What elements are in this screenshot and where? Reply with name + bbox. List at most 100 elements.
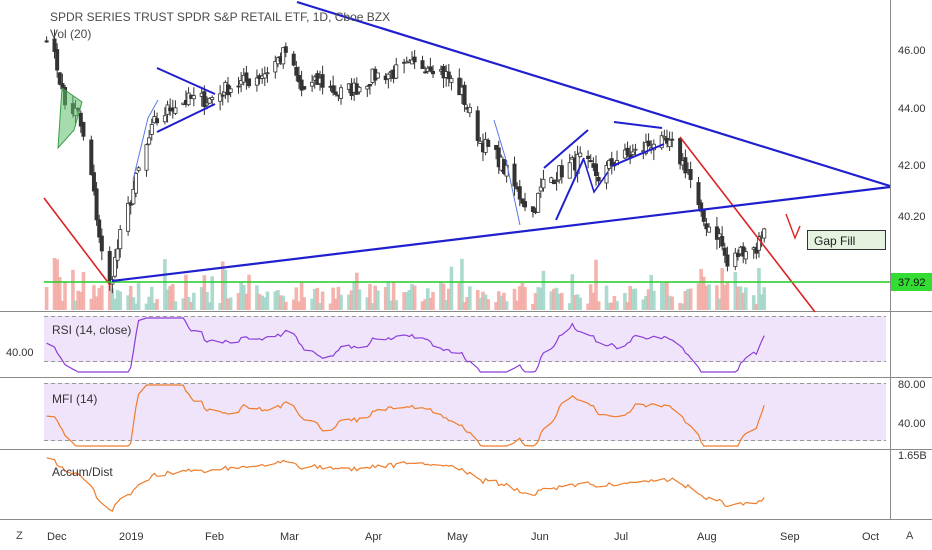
flag-trendline-june	[543, 129, 589, 169]
candle-body	[57, 72, 62, 85]
volume-bar	[633, 288, 638, 310]
volume-bar	[402, 292, 406, 310]
month-tick: Apr	[365, 531, 382, 543]
price-axis[interactable]: 46.00 44.00 42.00 40.20 37.92	[891, 45, 932, 291]
flag-trendline-july	[613, 121, 663, 129]
time-axis[interactable]: Z Dec 2019 Feb Mar Apr May Jun Jul Aug S…	[16, 530, 914, 543]
month-tick: Mar	[280, 531, 299, 543]
flag-trendline-top	[156, 67, 216, 95]
candle-body	[530, 206, 535, 212]
toolbar-zoom-left[interactable]: Z	[16, 530, 23, 542]
candle-body	[659, 135, 664, 149]
candle-body	[478, 140, 483, 144]
candle-body	[630, 151, 635, 155]
volume-bar	[318, 302, 322, 310]
volume-bar	[376, 290, 380, 310]
candle-body	[254, 77, 259, 86]
volume-bar	[147, 296, 151, 310]
volume-bar	[73, 300, 78, 310]
volume-bar	[347, 294, 351, 310]
volume-bar	[236, 293, 241, 310]
volume-bar	[320, 291, 325, 310]
volume-bar	[223, 269, 228, 310]
volume-bar	[184, 274, 188, 310]
volume-bar	[449, 266, 454, 310]
volume-bar	[134, 303, 138, 310]
mfi-axis-tick: 40.00	[898, 418, 926, 430]
volume-bar	[100, 285, 104, 310]
volume-bar	[131, 297, 136, 310]
candle-body	[701, 209, 706, 222]
mfi-label[interactable]: MFI (14)	[52, 392, 98, 406]
accum-dist-label[interactable]: Accum/Dist	[52, 465, 113, 479]
volume-bar	[189, 301, 193, 310]
rsi-series	[46, 317, 765, 373]
gap-fill-annotation[interactable]: Gap Fill	[807, 230, 886, 250]
volume-bar	[715, 285, 719, 310]
candle-body	[149, 124, 154, 135]
candle-body	[523, 201, 528, 208]
volume-bar	[339, 294, 343, 310]
main-pane[interactable]	[0, 0, 890, 310]
volume-bar	[499, 295, 504, 310]
volume-bar	[504, 301, 509, 310]
candle-body	[462, 84, 467, 105]
volume-bar	[428, 297, 433, 310]
candle-body	[115, 248, 120, 261]
volume-bar	[144, 303, 149, 310]
volume-bar	[136, 283, 141, 310]
candle-body	[486, 139, 491, 147]
volume-bar	[717, 298, 722, 310]
volume-bar	[444, 299, 448, 310]
volume-bar	[370, 303, 375, 310]
last-price-tag	[891, 207, 932, 224]
red-downtrend-line-right	[679, 136, 816, 313]
volume-bar	[628, 285, 632, 310]
candle-body	[296, 74, 301, 83]
volume-bar	[265, 291, 270, 310]
candle-body	[244, 72, 249, 82]
volume-bar	[607, 302, 611, 310]
volume-bar	[97, 288, 101, 310]
candle-body	[625, 147, 630, 156]
descending-trendline	[296, 0, 891, 188]
volume-bar	[113, 298, 117, 310]
candle-body	[386, 73, 391, 80]
volume-indicator-label[interactable]: Vol (20)	[50, 27, 92, 41]
volume-bar	[357, 289, 362, 310]
volume-bar	[741, 292, 745, 310]
candle-body	[136, 167, 141, 171]
toolbar-auto-scale[interactable]: A	[906, 530, 914, 542]
candle-body	[457, 77, 462, 96]
candle-body	[262, 73, 267, 79]
candle-body	[467, 107, 472, 114]
volume-bar	[76, 290, 80, 310]
volume-bar	[723, 284, 727, 310]
candle-body	[210, 97, 215, 100]
candle-body	[667, 139, 672, 148]
support-price-tag	[891, 273, 932, 291]
volume-bar	[462, 302, 467, 310]
flag-trendline-july-2	[611, 143, 665, 167]
candle-body	[678, 138, 683, 165]
candle-body	[412, 56, 417, 63]
volume-bar	[365, 297, 370, 310]
rsi-label[interactable]: RSI (14, close)	[52, 323, 132, 337]
volume-bar	[81, 272, 86, 310]
volume-bar	[263, 297, 267, 310]
candle-body	[133, 172, 138, 194]
volume-bar	[552, 288, 556, 310]
volume-bar	[502, 292, 506, 310]
candle-body	[375, 72, 380, 79]
volume-bar	[523, 287, 527, 310]
candle-body	[81, 122, 86, 137]
volume-bar	[665, 282, 669, 310]
volume-bar	[349, 290, 354, 310]
volume-bar	[594, 259, 598, 310]
volume-bar	[757, 268, 761, 310]
candle-body	[517, 186, 522, 200]
candle-body	[559, 165, 564, 178]
rsi-line	[46, 317, 765, 373]
volume-bar	[60, 301, 65, 310]
